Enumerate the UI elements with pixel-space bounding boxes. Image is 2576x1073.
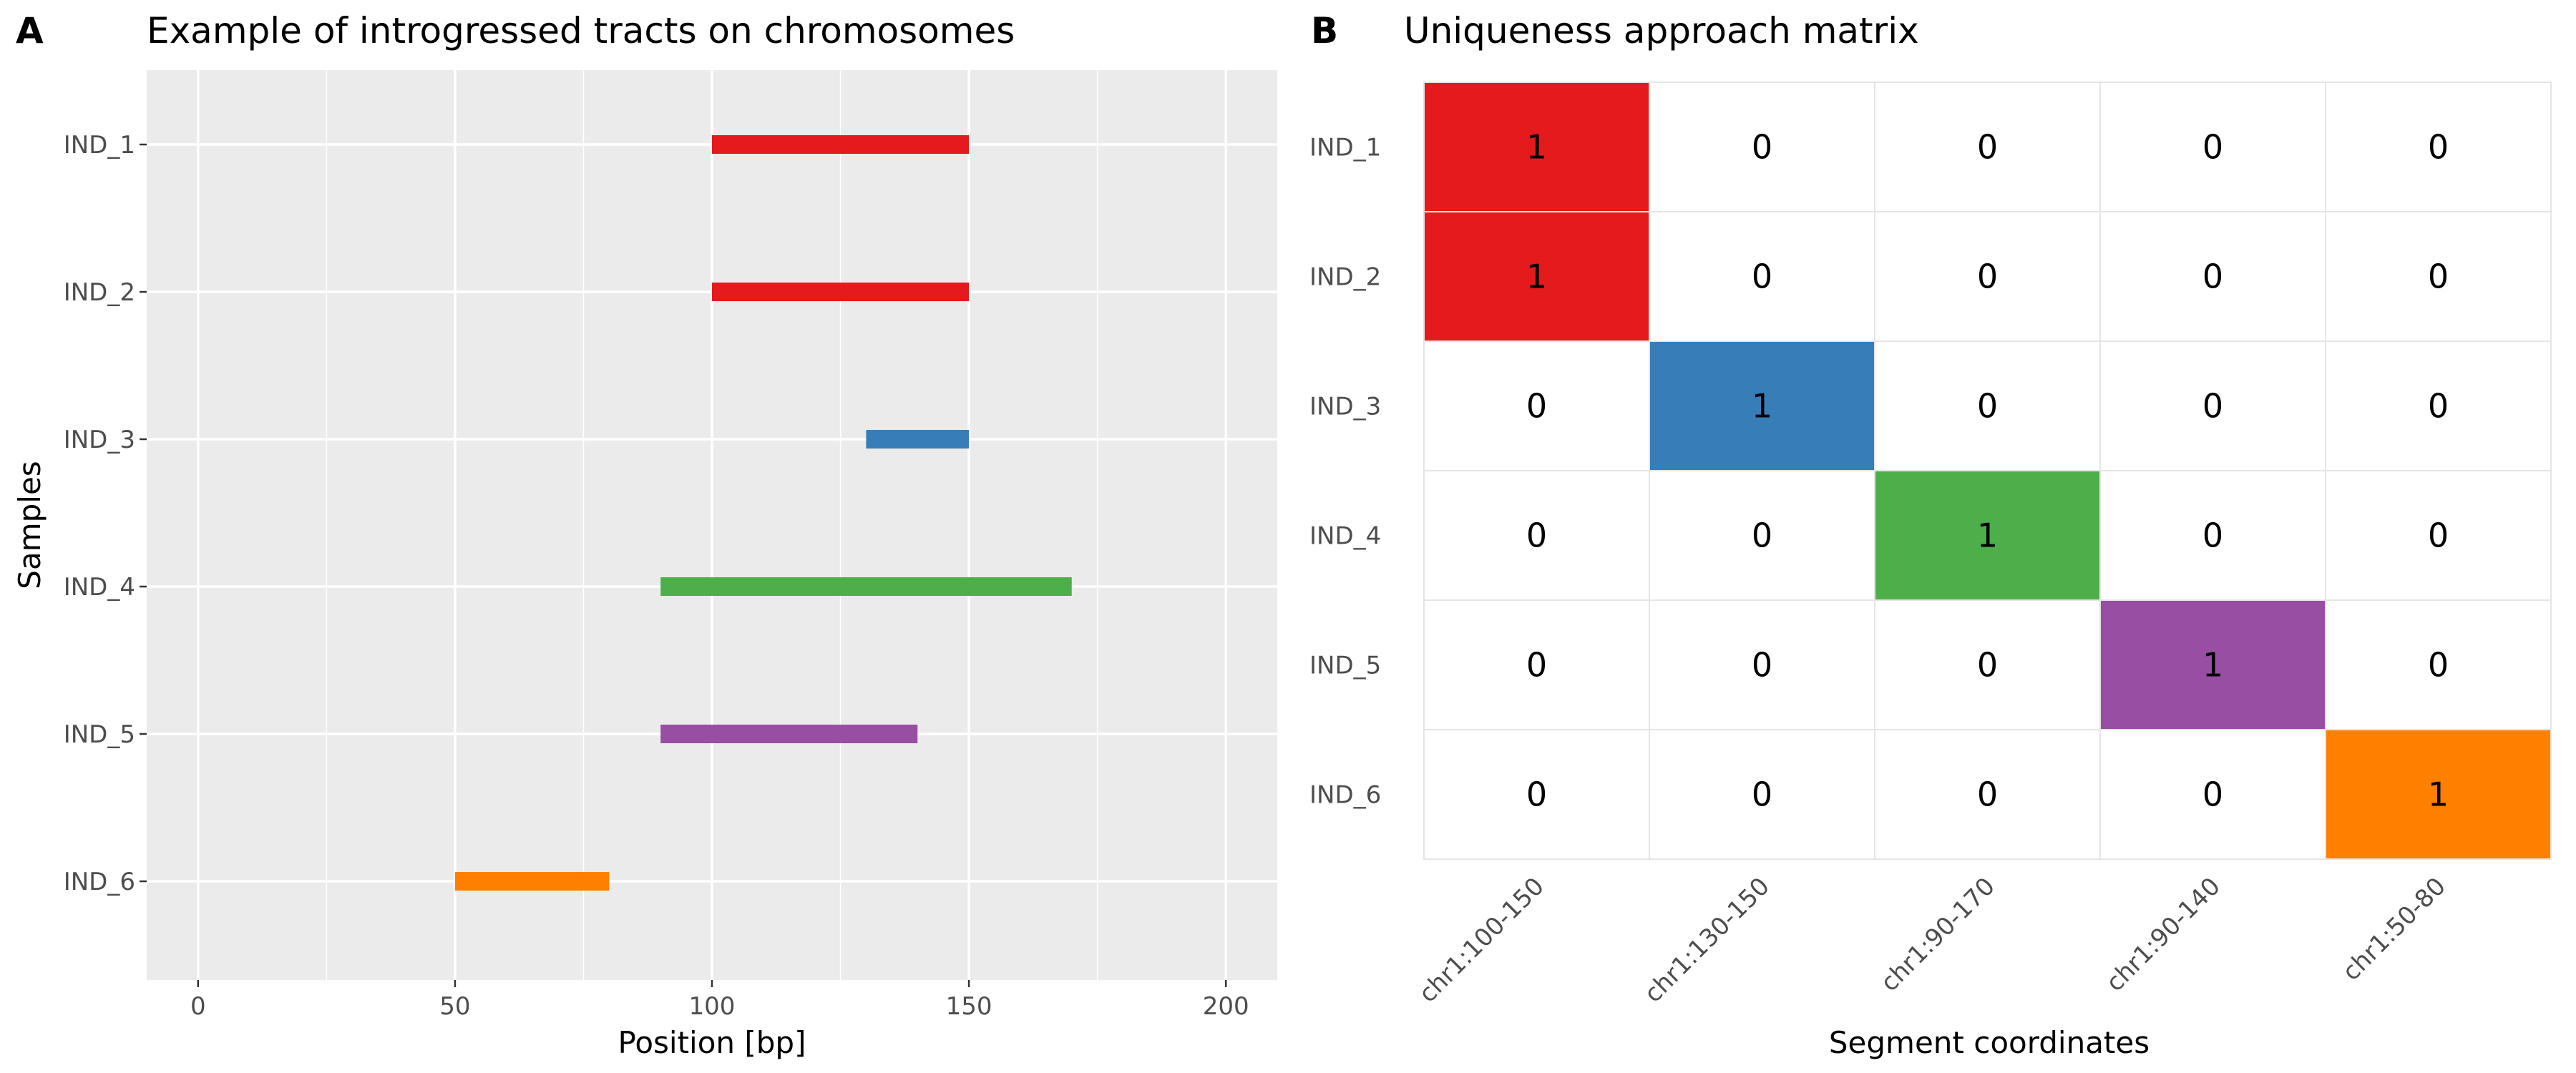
matrix-cell (2325, 729, 2552, 860)
matrix-row-label: IND_1 (1309, 134, 1381, 162)
matrix-cell (2325, 470, 2552, 601)
panel-a-title: Example of introgressed tracts on chromo… (147, 10, 1015, 52)
matrix-cell-value: 0 (2202, 128, 2223, 167)
matrix-cell (1423, 729, 1650, 860)
matrix-row-label: IND_3 (1309, 393, 1381, 421)
matrix-cell (2325, 599, 2552, 730)
matrix-column-label: chr1:50-80 (2337, 872, 2451, 986)
panel-b-label: B (1311, 10, 1338, 52)
matrix-cell (2099, 340, 2326, 471)
matrix-cell-value: 0 (2202, 516, 2223, 555)
matrix-cell-value: 0 (2202, 775, 2223, 814)
matrix-cell-value: 0 (1977, 387, 1998, 426)
matrix-row-label: IND_5 (1309, 652, 1381, 680)
matrix-cell-value: 0 (1752, 128, 1772, 167)
y-tick-label: IND_2 (64, 278, 135, 307)
matrix-cell-value: 0 (1977, 775, 1998, 814)
matrix-cell-value: 0 (1526, 387, 1547, 426)
matrix-cell-value: 0 (1526, 775, 1547, 814)
matrix-cell (2325, 82, 2552, 212)
matrix-cell-value: 0 (2428, 387, 2449, 426)
y-tick-label: IND_1 (64, 131, 135, 160)
matrix-column-label: chr1:90-140 (2101, 872, 2226, 997)
x-tick-label: 200 (1203, 992, 1249, 1021)
matrix-cell (2099, 82, 2326, 212)
matrix-cell (2099, 599, 2326, 730)
matrix-cell-value: 0 (2428, 128, 2449, 167)
matrix-cell (2099, 211, 2326, 342)
panel-b: B Uniqueness approach matrix 1 0 0 0 0 1 0 0 0 0 0… (1309, 10, 2552, 1060)
matrix-column-label: chr1:130-150 (1639, 872, 1775, 1008)
matrix-cell (1423, 470, 1650, 601)
matrix-cell-value: 0 (2428, 646, 2449, 685)
matrix-cell-value: 0 (1977, 128, 1998, 167)
matrix-cell-value: 1 (1526, 128, 1547, 167)
matrix-cell-value: 1 (1977, 516, 1998, 555)
tract-bar-ind_6 (454, 872, 610, 891)
tract-bar-ind_5 (660, 725, 918, 743)
matrix-cell (1649, 340, 1875, 471)
panel-a-x-axis: 0 50 100 150 200 (190, 980, 1249, 1021)
matrix-cell (1649, 470, 1875, 601)
tract-bar-ind_1 (712, 135, 970, 154)
panel-a-label: A (16, 10, 44, 52)
x-tick-label: 0 (190, 992, 206, 1021)
matrix-row-label: IND_2 (1309, 263, 1381, 292)
matrix-cell (1423, 340, 1650, 471)
matrix-cell-value: 0 (1526, 516, 1547, 555)
matrix-cell-value: 1 (1526, 258, 1547, 296)
matrix-row-label: IND_4 (1309, 522, 1381, 551)
panel-b-x-axis-title: Segment coordinates (1829, 1025, 2150, 1060)
panel-b-matrix: 1 0 0 0 0 1 0 0 0 0 0 1 0 0 0 0 0 1 0 0 0 0 0 1 0 0 0 0 0 1 (1423, 82, 2552, 860)
x-tick-label: 150 (946, 992, 992, 1021)
matrix-cell-value: 1 (1752, 387, 1772, 426)
matrix-cell-value: 0 (2428, 516, 2449, 555)
matrix-cell-value: 0 (1977, 646, 1998, 685)
matrix-row-label: IND_6 (1309, 781, 1381, 810)
matrix-cell-value: 0 (1977, 258, 1998, 296)
tract-bar-ind_2 (712, 283, 970, 301)
matrix-cell-value: 0 (1752, 258, 1772, 296)
matrix-cell-value: 0 (1752, 516, 1772, 555)
matrix-cell (2325, 211, 2552, 342)
matrix-cell-value: 0 (2428, 258, 2449, 296)
tract-bar-ind_4 (660, 577, 1072, 596)
matrix-cell (1874, 470, 2101, 601)
y-tick-label: IND_5 (64, 720, 135, 749)
y-tick-label: IND_6 (64, 868, 135, 896)
matrix-cell (1423, 211, 1650, 342)
matrix-cell (1649, 211, 1875, 342)
panel-a-y-axis: IND_1 IND_2 IND_3 IND_4 IND_5 IND_6 (64, 131, 147, 896)
matrix-cell-value: 0 (1752, 646, 1772, 685)
matrix-cell (1649, 82, 1875, 212)
matrix-cell (2099, 729, 2326, 860)
panel-b-row-labels: IND_1 IND_2 IND_3 IND_4 IND_5 IND_6 (1309, 134, 1381, 810)
y-tick-label: IND_3 (64, 426, 135, 454)
matrix-cell (2325, 340, 2552, 471)
tract-bar-ind_3 (866, 430, 970, 449)
panel-a-y-axis-title: Samples (12, 461, 47, 589)
matrix-cell (1874, 82, 2101, 212)
matrix-cell (1874, 211, 2101, 342)
panel-a-tracts (454, 135, 1072, 891)
matrix-column-label: chr1:100-150 (1413, 872, 1549, 1008)
matrix-cell-value: 1 (2428, 775, 2449, 814)
matrix-cell-value: 0 (2202, 258, 2223, 296)
panel-a-x-axis-title: Position [bp] (618, 1025, 806, 1060)
matrix-cell (1874, 599, 2101, 730)
panel-a: A Example of introgressed tracts on chro… (12, 10, 1277, 1060)
matrix-column-label: chr1:90-170 (1875, 872, 2001, 997)
y-tick-label: IND_4 (64, 573, 135, 602)
matrix-cell (1874, 729, 2101, 860)
x-tick-label: 50 (439, 992, 470, 1021)
matrix-cell-value: 0 (1752, 775, 1772, 814)
panel-b-title: Uniqueness approach matrix (1404, 10, 1919, 52)
panel-b-column-labels: chr1:100-150 chr1:130-150 chr1:90-170 chr1:… (1413, 872, 2451, 1008)
x-tick-label: 100 (689, 992, 736, 1021)
matrix-cell-value: 1 (2202, 646, 2223, 685)
matrix-cell-value: 0 (1526, 646, 1547, 685)
matrix-cell-value: 0 (2202, 387, 2223, 426)
